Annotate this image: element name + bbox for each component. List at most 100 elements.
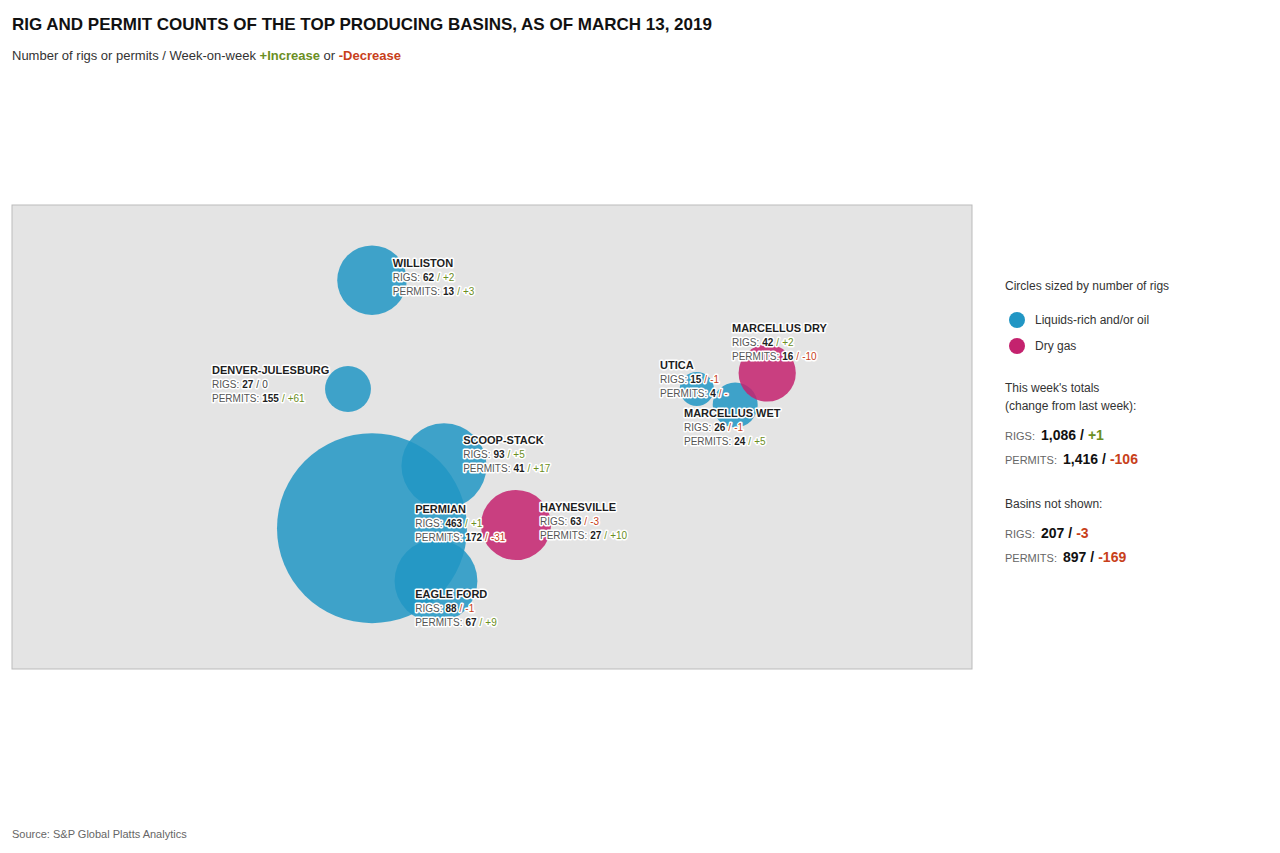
rigs-change: -1 bbox=[734, 422, 743, 433]
basin-name: HAYNESVILLE bbox=[540, 501, 616, 513]
legend-swatch bbox=[1009, 338, 1025, 354]
total-change: -3 bbox=[1076, 525, 1089, 541]
data-labels: WILLISTONRIGS:62/+2PERMITS:13/+3DENVER-J… bbox=[212, 257, 828, 628]
total-value: 207 bbox=[1041, 525, 1065, 541]
permits-change: -10 bbox=[802, 351, 817, 362]
legend-heading: This week's totals bbox=[1005, 381, 1099, 395]
text-part: PERMITS: bbox=[684, 436, 731, 447]
total-value: 897 bbox=[1063, 549, 1087, 565]
legend-total: PERMITS: 1,416/-106 bbox=[1005, 451, 1138, 467]
text-part: RIGS: bbox=[660, 374, 687, 385]
rigs-value: 88 bbox=[445, 603, 457, 614]
text-part: / bbox=[1102, 451, 1106, 467]
text-part: RIGS: bbox=[415, 518, 442, 529]
rigs-change: -1 bbox=[465, 603, 474, 614]
total-change: -106 bbox=[1110, 451, 1138, 467]
basin-name: MARCELLUS WET bbox=[684, 407, 781, 419]
basin-name: SCOOP-STACK bbox=[463, 434, 544, 446]
rigs-label: RIGS:62/+2 bbox=[393, 272, 455, 283]
permits-label: PERMITS:172/-31 bbox=[415, 532, 506, 543]
rigs-change: +2 bbox=[443, 272, 455, 283]
rigs-change: -1 bbox=[710, 374, 719, 385]
text-part: / bbox=[282, 393, 285, 404]
text-part: PERMITS: bbox=[660, 388, 707, 399]
rigs-label: RIGS:93/+5 bbox=[463, 449, 525, 460]
text-part: / bbox=[437, 272, 440, 283]
legend: Circles sized by number of rigs Liquids-r… bbox=[1005, 279, 1169, 565]
permits-change: +5 bbox=[754, 436, 766, 447]
rigs-change: 0 bbox=[262, 379, 268, 390]
text-part: / bbox=[719, 388, 722, 399]
legend-swatch bbox=[1009, 312, 1025, 328]
text-part: / bbox=[485, 532, 488, 543]
legend-heading: Basins not shown: bbox=[1005, 497, 1102, 511]
text-part: / bbox=[796, 351, 799, 362]
permits-label: PERMITS:27/+10 bbox=[540, 530, 628, 541]
title: RIG AND PERMIT COUNTS OF THE TOP PRODUCI… bbox=[12, 15, 712, 34]
permits-value: 41 bbox=[513, 463, 525, 474]
text-part: / bbox=[457, 286, 460, 297]
text-part: / bbox=[728, 422, 731, 433]
text-part: / bbox=[1090, 549, 1094, 565]
rigs-label: RIGS:42/+2 bbox=[732, 337, 794, 348]
permits-value: 13 bbox=[443, 286, 455, 297]
rigs-label: RIGS:63/-3 bbox=[540, 516, 599, 527]
map-area bbox=[12, 205, 972, 669]
permits-change: +61 bbox=[288, 393, 305, 404]
permits-change: -31 bbox=[491, 532, 506, 543]
text-part: PERMITS: bbox=[732, 351, 779, 362]
total-change: -169 bbox=[1098, 549, 1126, 565]
total-value: 1,416 bbox=[1063, 451, 1098, 467]
text-part: PERMITS: bbox=[393, 286, 440, 297]
text-part: / bbox=[528, 463, 531, 474]
permits-value: 172 bbox=[465, 532, 482, 543]
legend-entry: Dry gas bbox=[1035, 339, 1076, 353]
text-part: PERMITS: bbox=[415, 532, 462, 543]
permits-value: 16 bbox=[782, 351, 794, 362]
text-part: / bbox=[508, 449, 511, 460]
bubble bbox=[325, 366, 371, 412]
total-change: +1 bbox=[1088, 427, 1104, 443]
rigs-change: +2 bbox=[782, 337, 794, 348]
legend-total: RIGS:1,086/+1 bbox=[1005, 427, 1104, 443]
rigs-value: 42 bbox=[762, 337, 774, 348]
rigs-label: RIGS:15/-1 bbox=[660, 374, 719, 385]
permits-change: - bbox=[725, 388, 728, 399]
text-part: RIGS: bbox=[463, 449, 490, 460]
permits-label: PERMITS:13/+3 bbox=[393, 286, 475, 297]
text-part: PERMITS: bbox=[1005, 454, 1057, 466]
text-part: PERMITS: bbox=[540, 530, 587, 541]
text-part: / bbox=[1068, 525, 1072, 541]
basin-name: MARCELLUS DRY bbox=[732, 322, 828, 334]
bubble bbox=[395, 540, 478, 623]
points bbox=[277, 245, 796, 623]
permits-label: PERMITS:16/-10 bbox=[732, 351, 817, 362]
rigs-label: RIGS:88/-1 bbox=[415, 603, 474, 614]
permits-change: +9 bbox=[485, 617, 497, 628]
legend-entry: Liquids-rich and/or oil bbox=[1035, 313, 1149, 327]
text-part: / bbox=[776, 337, 779, 348]
permits-label: PERMITS:4/- bbox=[660, 388, 728, 399]
text-part: RIGS: bbox=[684, 422, 711, 433]
subtitle-part: or bbox=[320, 48, 339, 63]
permits-value: 27 bbox=[590, 530, 602, 541]
text-part: PERMITS: bbox=[463, 463, 510, 474]
basin-name: UTICA bbox=[660, 359, 694, 371]
permits-label: PERMITS:155/+61 bbox=[212, 393, 305, 404]
rigs-value: 26 bbox=[714, 422, 726, 433]
text-part: / bbox=[460, 603, 463, 614]
rigs-value: 93 bbox=[493, 449, 505, 460]
subtitle-part: +Increase bbox=[260, 48, 320, 63]
text-part: PERMITS: bbox=[1005, 552, 1057, 564]
permits-value: 155 bbox=[262, 393, 279, 404]
permits-value: 67 bbox=[465, 617, 477, 628]
rigs-label: RIGS:463/+1 bbox=[415, 518, 483, 529]
basin-name: DENVER-JULESBURG bbox=[212, 364, 329, 376]
rigs-label: RIGS:27/0 bbox=[212, 379, 268, 390]
text-part: / bbox=[1080, 427, 1084, 443]
text-part: RIGS: bbox=[1005, 430, 1035, 442]
permits-change: +3 bbox=[463, 286, 475, 297]
legend-note: Circles sized by number of rigs bbox=[1005, 279, 1169, 293]
legend-heading: (change from last week): bbox=[1005, 399, 1136, 413]
rigs-change: +1 bbox=[471, 518, 483, 529]
